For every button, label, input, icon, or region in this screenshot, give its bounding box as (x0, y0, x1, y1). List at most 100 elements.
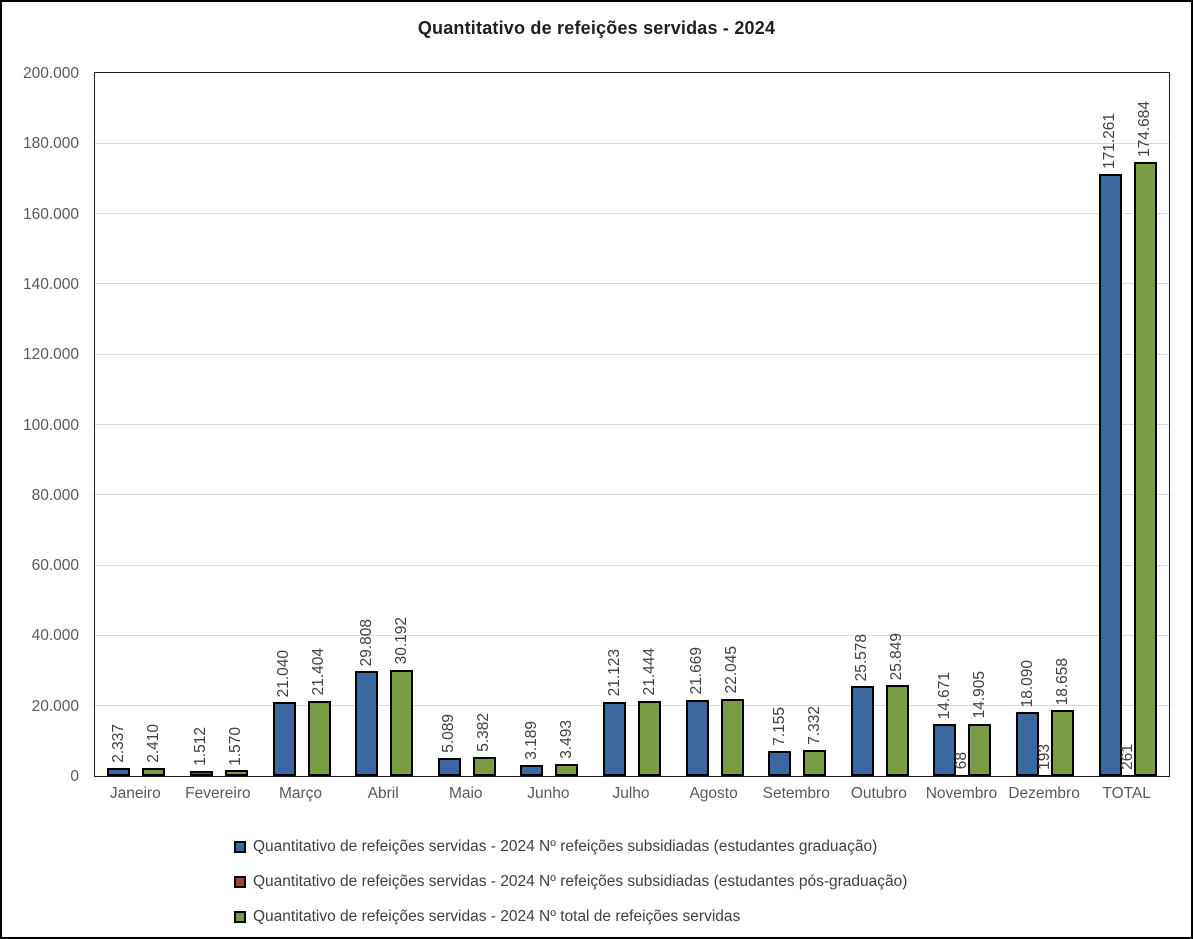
y-tick-label: 140.000 (22, 275, 79, 293)
gridline (95, 705, 1169, 707)
gridline (95, 213, 1169, 215)
data-label: 2.410 (144, 723, 162, 763)
data-label: 3.493 (557, 719, 575, 759)
legend-label: Quantitativo de refeições servidas - 202… (253, 837, 878, 855)
x-axis-label: Dezembro (1008, 785, 1080, 802)
legend: Quantitativo de refeições servidas - 202… (234, 829, 907, 934)
bar-series-3 (224, 770, 248, 776)
data-label: 21.444 (640, 648, 658, 696)
x-axis-label: Agosto (689, 785, 738, 802)
data-label: 22.045 (723, 646, 741, 694)
bar-series-1 (1098, 174, 1122, 776)
x-axis-label: Novembro (925, 785, 998, 802)
bar-series-1 (355, 671, 379, 776)
y-tick-label: 80.000 (31, 486, 79, 504)
data-label: 174.684 (1136, 100, 1154, 157)
bar-series-3 (472, 757, 496, 776)
legend-marker-series-3 (234, 910, 246, 923)
x-axis-label: Setembro (762, 785, 830, 802)
gridline (95, 564, 1169, 566)
x-axis-label: Maio (448, 785, 483, 802)
gridline (95, 494, 1169, 496)
y-tick-label: 160.000 (22, 205, 79, 223)
x-axis-label: TOTAL (1102, 785, 1151, 802)
bar-series-3 (638, 700, 661, 776)
legend-item: Quantitativo de refeições servidas - 202… (234, 899, 907, 934)
x-axis-label: Julho (612, 785, 650, 802)
data-label: 18.090 (1018, 660, 1036, 708)
data-label: 30.192 (392, 617, 410, 665)
bar-series-3 (720, 698, 744, 776)
y-tick-label: 100.000 (22, 416, 79, 434)
bar-series-1 (189, 770, 213, 776)
data-label: 14.671 (935, 672, 953, 720)
bar-series-1 (520, 764, 544, 776)
legend-marker-series-1 (234, 840, 246, 853)
gridline (95, 634, 1169, 636)
y-tick-label: 20.000 (31, 697, 79, 715)
data-label: 25.849 (888, 632, 906, 681)
x-axis: Janeiro Fevereiro Março Abril Maio Junho Julho… (94, 785, 1170, 807)
data-label: 18.658 (1053, 658, 1071, 706)
x-axis-label: Janeiro (109, 785, 161, 802)
bar-series-1 (850, 686, 874, 776)
bar-series-1 (685, 699, 709, 776)
y-tick-label: 60.000 (31, 557, 79, 575)
bar-series-2 (1039, 774, 1052, 776)
data-label: 21.404 (310, 648, 328, 696)
bar-series-3 (968, 723, 992, 776)
y-tick-label: 120.000 (22, 346, 79, 364)
y-tick-label: 200.000 (22, 65, 79, 82)
data-label: 21.123 (605, 649, 623, 697)
bar-series-1 (437, 758, 461, 776)
data-label: 171.261 (1101, 113, 1119, 170)
bar-series-1 (768, 750, 792, 776)
bar-series-3 (390, 669, 414, 776)
bar-series-3 (1051, 710, 1075, 776)
legend-item: Quantitativo de refeições servidas - 202… (234, 829, 907, 864)
y-axis: 0 20.000 40.000 60.000 80.000 100.000 120.000 1… (2, 65, 86, 785)
legend-label: Quantitativo de refeições servidas - 202… (253, 907, 741, 925)
x-axis-label: Fevereiro (185, 785, 251, 802)
legend-marker-series-2 (234, 875, 246, 888)
data-label: 14.905 (970, 671, 988, 719)
legend-label: Quantitativo de refeições servidas - 202… (253, 872, 908, 890)
legend-item: Quantitativo de refeições servidas - 202… (234, 864, 907, 899)
data-label: 21.669 (688, 647, 706, 695)
data-label: 7.332 (805, 706, 823, 746)
data-label: 5.382 (475, 713, 493, 753)
bar-series-1 (603, 701, 626, 776)
data-label: 5.089 (440, 714, 458, 754)
plot-area: 2.337 2.410 1.512 1.570 21.040 21.404 29.808 30… (94, 72, 1170, 777)
chart-title: Quantitativo de refeições servidas - 202… (417, 18, 776, 38)
data-label: 25.578 (853, 633, 871, 682)
data-label: 3.189 (522, 721, 540, 760)
gridline (95, 283, 1169, 285)
bar-series-1 (933, 724, 957, 776)
y-tick-label: 40.000 (31, 627, 79, 645)
bar-series-2 (956, 774, 969, 776)
gridline (95, 142, 1169, 144)
bar-series-3 (803, 750, 827, 776)
data-label: 21.040 (275, 649, 293, 698)
gridline (95, 353, 1169, 355)
bar-series-2 (1121, 774, 1134, 776)
bar-series-1 (272, 702, 296, 776)
x-axis-label: Outubro (850, 785, 907, 802)
y-tick-label: 0 (70, 768, 79, 785)
gridline (95, 424, 1169, 425)
y-tick-label: 180.000 (22, 135, 79, 153)
bar-series-1 (107, 767, 131, 776)
bar-series-3 (142, 767, 166, 776)
x-axis-label: Junho (527, 785, 570, 802)
bar-series-3 (555, 763, 579, 776)
data-label: 2.337 (109, 724, 127, 763)
bar-series-1 (1016, 712, 1040, 776)
data-label: 29.808 (357, 618, 375, 667)
x-axis-label: Abril (367, 785, 399, 802)
bar-series-3 (307, 700, 331, 776)
data-label: 1.512 (192, 726, 210, 766)
data-label: 1.570 (227, 726, 245, 766)
x-axis-label: Março (278, 785, 323, 802)
